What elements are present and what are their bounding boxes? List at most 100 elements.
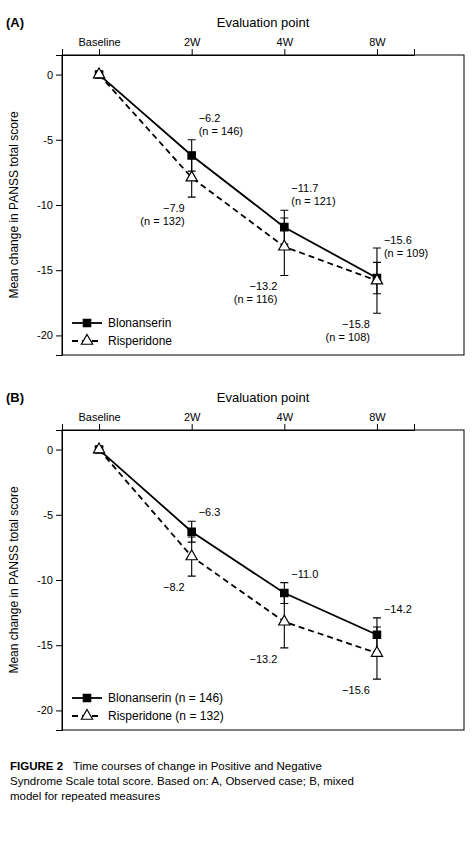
legend-marker [83, 319, 90, 326]
y-tick-label: -5 [43, 134, 53, 146]
annotation: −11.0 [291, 568, 318, 580]
y-tick-mark [56, 450, 62, 451]
x-tick-label: 8W [369, 36, 386, 48]
series-line [99, 75, 377, 278]
legend-item: Blonanserin [72, 316, 171, 330]
x-axis-line [63, 49, 415, 56]
title: Evaluation point [217, 390, 310, 405]
annotation-line: −6.2 [199, 112, 221, 124]
legend-label: Risperidone [108, 334, 172, 348]
y-tick: 0 [47, 69, 62, 81]
x-axis: Baseline 2W 4W 8W [63, 411, 415, 431]
annotation: −14.2 [384, 603, 412, 615]
annotation: −6.2(n = 146) [199, 112, 243, 137]
legend-label: Risperidone (n = 132) [108, 709, 224, 723]
y-tick-mark [56, 140, 62, 141]
y-tick: -5 [43, 134, 62, 146]
caption-line: Syndrome Scale total score. Based on: A,… [10, 775, 354, 787]
legend-marker [83, 694, 90, 701]
y-tick: -10 [37, 574, 62, 586]
x-tick-mark [377, 49, 378, 55]
x-tick: Baseline [78, 411, 120, 430]
annotation-line: −7.9 [163, 202, 185, 214]
annotation-line: (n = 109) [384, 247, 428, 259]
x-tick: 2W [184, 411, 201, 430]
legend-item: Risperidone [72, 334, 172, 348]
legend: Blonanserin Risperidone [72, 316, 172, 348]
y-tick: -20 [37, 704, 62, 716]
annotation-line: −15.6 [342, 684, 370, 696]
x-tick: 8W [369, 411, 386, 430]
y-tick: -15 [37, 639, 62, 651]
annotations: −6.2(n = 146)−11.7(n = 121)−15.6(n = 109… [140, 112, 428, 343]
caption: FIGURE 2Time courses of change in Positi… [10, 760, 354, 802]
annotations: −6.3 −11.0 −14.2 −8.2 −13.2 −15.6 [163, 506, 412, 696]
plot-frame [62, 430, 464, 730]
annotation-line: −15.8 [342, 318, 370, 330]
point [188, 528, 195, 535]
series-line [99, 75, 377, 281]
point [186, 550, 197, 560]
y-tick-mark [56, 270, 62, 271]
x-tick: 8W [369, 36, 386, 55]
annotation: −15.8(n = 108) [326, 318, 370, 343]
legend-marker [81, 334, 92, 344]
legend-item: Blonanserin (n = 146) [72, 691, 223, 705]
x-tick-label: 4W [277, 36, 294, 48]
series-line [99, 450, 377, 653]
annotation: −7.9(n = 132) [140, 202, 184, 227]
x-tick-label: 2W [184, 36, 201, 48]
x-tick-mark [377, 424, 378, 430]
x-axis-line [63, 424, 415, 431]
point [93, 68, 104, 78]
annotation-line: −13.2 [249, 653, 277, 665]
y-tick-label: 0 [47, 444, 53, 456]
annotation-line: (n = 116) [234, 293, 278, 305]
y-axis: 0-5-10-15-20 [37, 431, 62, 731]
point [371, 274, 382, 284]
annotation-line: (n = 121) [291, 195, 335, 207]
annotation: −11.7(n = 121) [291, 182, 335, 207]
annotation-line: −11.0 [291, 568, 318, 580]
annotation: −13.2(n = 116) [234, 280, 278, 305]
x-tick: Baseline [78, 36, 120, 55]
annotation: −13.2 [249, 653, 277, 665]
x-tick-label: 4W [277, 411, 294, 423]
annotation-line: −8.2 [163, 581, 185, 593]
series [93, 443, 382, 679]
legend-item: Risperidone (n = 132) [72, 709, 224, 723]
x-tick: 2W [184, 36, 201, 55]
y-axis-line [56, 56, 63, 356]
y-tick-label: -20 [37, 329, 53, 341]
annotation-line: −11.7 [291, 182, 318, 194]
y-tick-mark [56, 515, 62, 516]
point [93, 443, 104, 453]
point [279, 615, 290, 625]
x-tick-mark [99, 424, 100, 430]
x-tick-label: Baseline [78, 36, 120, 48]
y-tick-mark [56, 645, 62, 646]
annotation-line: −6.3 [199, 506, 221, 518]
caption-line: model for repeated measures [10, 790, 160, 802]
x-tick-label: 2W [184, 411, 201, 423]
x-tick-mark [284, 49, 285, 55]
x-tick-mark [284, 424, 285, 430]
x-tick-mark [192, 424, 193, 430]
point [371, 647, 382, 657]
y-tick-mark [56, 580, 62, 581]
legend-label: Blonanserin [108, 316, 171, 330]
legend: Blonanserin (n = 146) Risperidone (n = 13… [72, 691, 224, 723]
annotation-line: −14.2 [384, 603, 412, 615]
y-tick-mark [56, 335, 62, 336]
panel: Baseline2W4W8W0-5-10-15-20Evaluation poi… [6, 390, 464, 731]
annotation-line: (n = 146) [199, 125, 243, 137]
y-tick-mark [56, 205, 62, 206]
marks [93, 443, 382, 679]
y-axis: 0-5-10-15-20 [37, 56, 62, 356]
x-tick-label: Baseline [78, 411, 120, 423]
y-tick-label: -10 [37, 574, 53, 586]
y-tick: -10 [37, 199, 62, 211]
panel-label: (B) [6, 390, 24, 405]
series [95, 71, 381, 294]
x-tick: 4W [277, 36, 294, 55]
